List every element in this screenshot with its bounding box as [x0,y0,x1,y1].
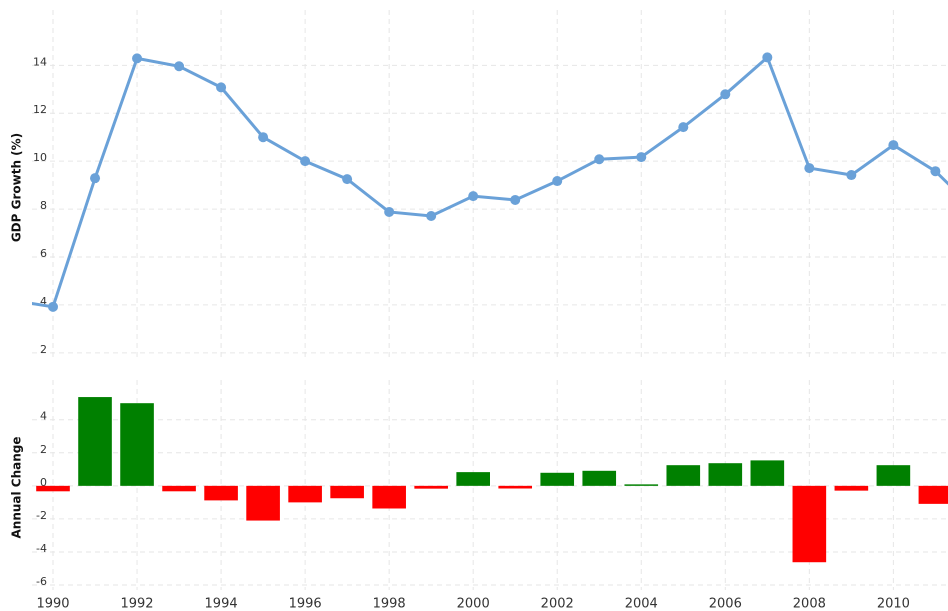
bar [834,485,869,491]
point [258,132,269,143]
point [762,52,773,63]
bar [792,485,827,563]
x-tick-label: 2004 [625,597,658,611]
bar [582,470,617,486]
y-tick-label: 2 [40,443,47,456]
bar [666,465,701,486]
y-tick-label: 8 [40,199,47,212]
x-tick-label: 2008 [793,597,826,611]
point [216,82,227,93]
bar [750,460,785,486]
line [32,54,948,309]
point [6,295,16,305]
bar [540,472,575,486]
point [426,211,437,222]
point [846,170,857,181]
x-tick-label: 2002 [541,597,574,611]
y-tick-label: -4 [36,542,47,555]
bar [498,485,533,489]
point [552,176,563,187]
y-tick-label: 14 [33,55,47,68]
x-tick-label: 1990 [36,597,69,611]
point [90,173,101,184]
bar [414,485,448,489]
bar [330,485,364,499]
y-tick-label: 10 [33,151,47,164]
point [804,163,815,174]
x-tick-label: 2010 [877,597,910,611]
x-tick-label: 1996 [289,597,322,611]
y-axis-title: GDP Growth (%) [10,133,24,242]
bar [78,397,112,486]
point [174,61,185,72]
point [930,166,941,177]
x-tick-label: 2000 [457,597,490,611]
point [510,194,521,205]
bar [708,463,743,486]
bar [456,472,490,486]
y-tick-label: -6 [36,575,47,588]
point [384,206,395,217]
bar [918,485,948,504]
point [48,301,59,312]
bar [204,485,238,501]
y-tick-label: 0 [40,476,47,489]
x-tick-label: 2006 [709,597,742,611]
bar [288,485,322,503]
x-tick-label: 1998 [373,597,406,611]
y-tick-label: 2 [40,343,47,356]
bar [246,485,280,521]
x-tick-label: 1992 [120,597,153,611]
bar [876,465,911,486]
point [888,140,899,151]
y-tick-label: 4 [40,410,47,423]
point [636,152,647,163]
point [594,154,605,165]
y-tick-label: 6 [40,247,47,260]
point [720,89,731,100]
point [132,53,143,64]
point [468,191,479,202]
bar [36,485,70,492]
bar [120,403,154,486]
y-axis-title: Annual Change [10,436,24,538]
x-tick-label: 1994 [205,597,238,611]
plot-area [36,397,948,563]
bar [162,485,196,492]
point [678,122,689,133]
point [300,156,311,167]
point [342,174,353,185]
y-tick-label: 12 [33,103,47,116]
bar [372,485,406,509]
y-tick-label: -2 [36,509,47,522]
bar [624,484,659,486]
y-tick-label: 4 [40,295,47,308]
plot-area [6,52,948,312]
